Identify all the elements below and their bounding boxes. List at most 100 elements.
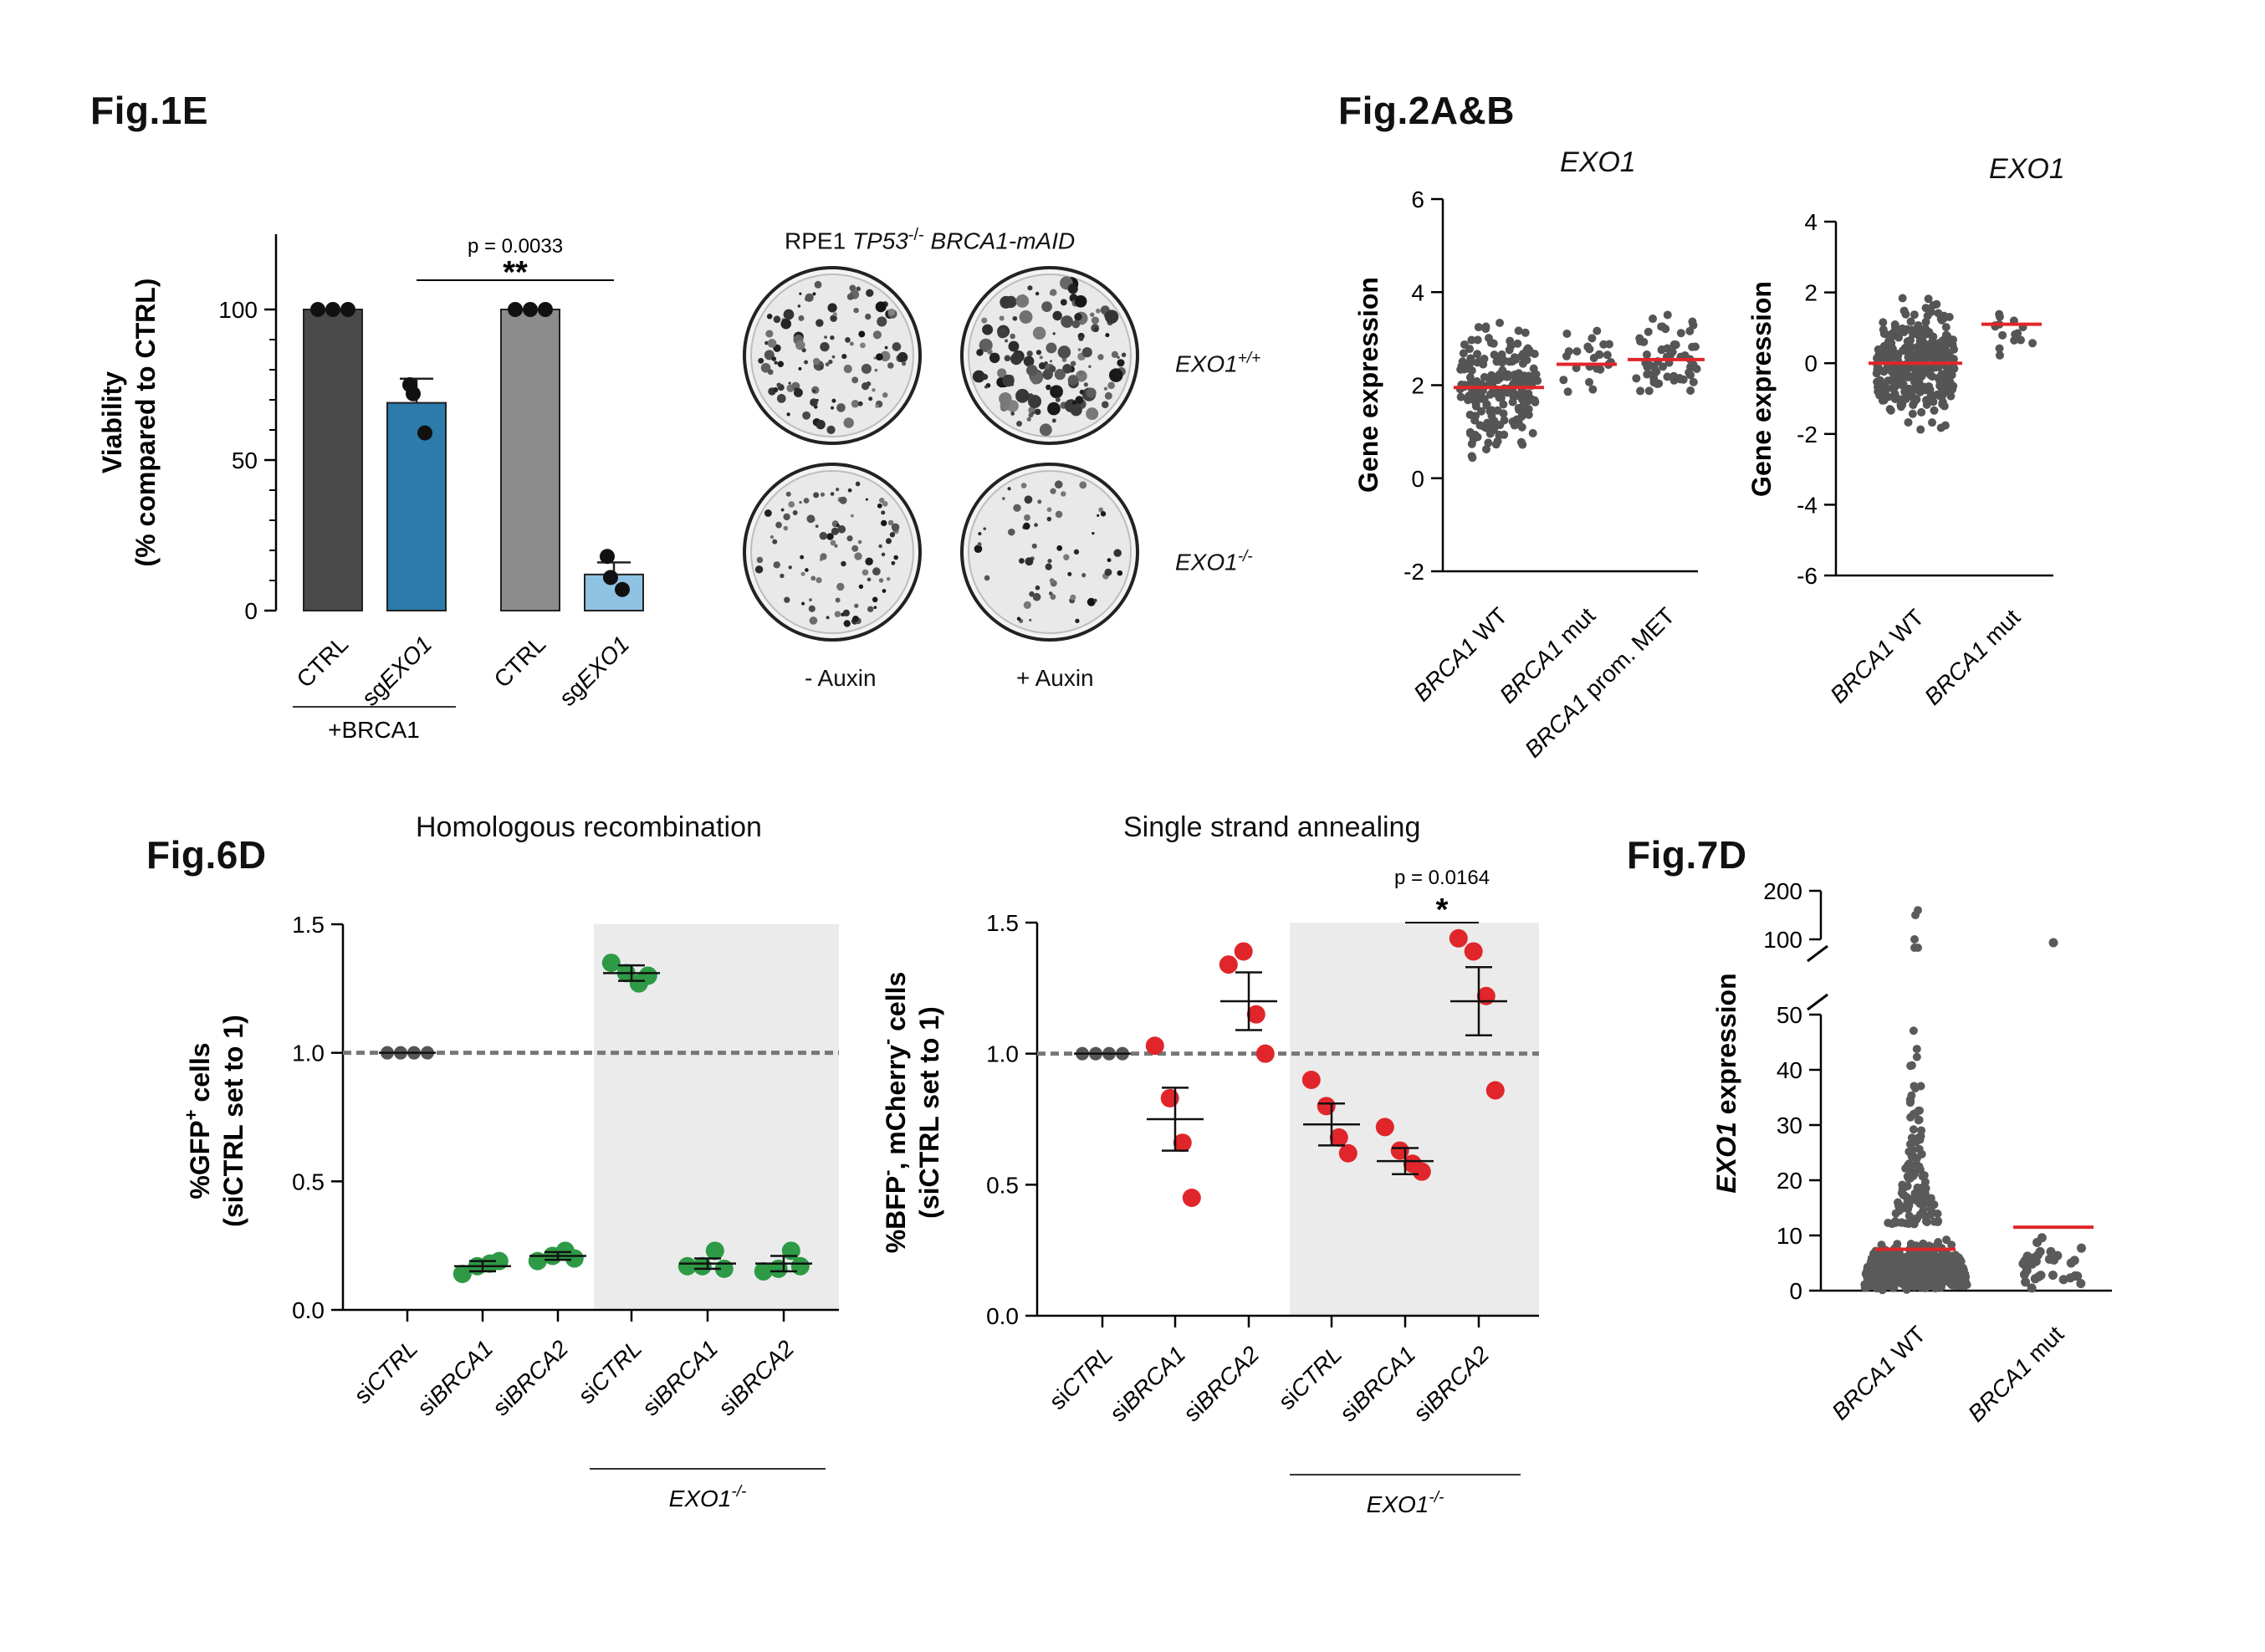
colony [754, 565, 764, 574]
fig7d-point [1909, 1110, 1918, 1119]
colony [1023, 522, 1030, 530]
colony [855, 481, 861, 487]
colony [862, 569, 869, 576]
fig7d-point [2076, 1278, 2086, 1288]
colony [828, 359, 833, 365]
colony [1081, 573, 1086, 578]
fig2a-point [1676, 329, 1685, 338]
fig2b-ytick-label: 0 [1804, 350, 1818, 376]
fig6d-hr-point [565, 1249, 584, 1268]
fig2a-point [1485, 334, 1494, 343]
fig2a-point [1644, 386, 1654, 396]
fig1e-bar [386, 401, 447, 611]
colony [1079, 389, 1085, 395]
colony [830, 406, 835, 410]
fig7d-point [1915, 1256, 1925, 1266]
fig2a-point [1657, 345, 1666, 354]
fig7d-point [1869, 1270, 1878, 1279]
fig7d-point [1915, 1210, 1925, 1219]
fig2a-point [1603, 350, 1612, 360]
fig2a-point [1499, 409, 1508, 418]
fig2b-point [2013, 329, 2022, 338]
colony [809, 598, 812, 602]
fig6d-hr-point [705, 1241, 724, 1261]
fig6d-hr-ylabel: %GFP+ cells [181, 1042, 215, 1199]
colony [851, 376, 859, 384]
fig2a-point [1671, 340, 1680, 350]
fig6d-ssa-point [1329, 1128, 1348, 1147]
fig2b-point [1914, 366, 1923, 376]
fig1e-point [538, 302, 553, 317]
fig6d-ssa-significance: * [1436, 892, 1449, 928]
fig6d-ssa-point [1412, 1162, 1431, 1181]
colony [835, 597, 841, 603]
fig2a-point [1652, 367, 1661, 376]
colony [764, 350, 775, 361]
fig2a-point [1514, 326, 1523, 335]
colony [1023, 601, 1031, 609]
fig7d-point [1890, 1276, 1899, 1285]
fig7d-point [1933, 1263, 1942, 1272]
fig2a-point [1498, 371, 1507, 380]
colony [1049, 578, 1055, 583]
fig2a-point [1497, 358, 1506, 367]
colony [1016, 616, 1021, 621]
colony [793, 387, 803, 397]
colony [1103, 386, 1107, 391]
colony [836, 582, 845, 591]
fig2b-point [1935, 391, 1945, 401]
fig2a-point [1688, 342, 1697, 351]
fig2a-point [1470, 416, 1480, 425]
fig1e-ylabel2: (% compared to CTRL) [130, 279, 161, 567]
fig7d-point [1880, 1262, 1889, 1271]
colony [846, 293, 854, 300]
fig7d-point [1860, 1283, 1869, 1292]
fig2a-point [1528, 428, 1537, 437]
colony [1012, 315, 1018, 321]
colony [974, 545, 983, 553]
colony [812, 389, 816, 393]
colony [1016, 421, 1023, 427]
fig2a-point [1482, 401, 1491, 410]
fig6d-hr-point [693, 1256, 712, 1276]
exo1-ko-label: EXO1-/- [1175, 548, 1253, 575]
fig7d-outlier [1910, 944, 1919, 952]
colony [982, 324, 994, 335]
colony [1111, 350, 1118, 358]
fig2a-point [1513, 339, 1522, 348]
fig2b-point [1874, 378, 1883, 387]
fig7d-lower-ytick-label: 40 [1777, 1057, 1802, 1083]
colony [881, 552, 886, 557]
colony [887, 308, 896, 316]
colony [1026, 350, 1033, 357]
fig6d-ssa-shade [1290, 923, 1539, 1316]
plate-minus-ko-rim [750, 470, 914, 634]
fig2b-point [1899, 306, 1909, 315]
colony [1075, 618, 1080, 624]
fig2a-point [1533, 376, 1542, 386]
colony [872, 596, 878, 603]
colony [798, 366, 802, 371]
colony [819, 531, 828, 540]
fig7d-point [1908, 1275, 1917, 1284]
colony [830, 540, 836, 546]
fig2a-point [1499, 400, 1508, 409]
colony [831, 398, 836, 403]
colony [820, 492, 826, 497]
colony [1083, 382, 1088, 387]
fig6d-ssa-category: siBRCA2 [1179, 1341, 1265, 1427]
fig7d-point [1925, 1194, 1935, 1203]
fig2b-point [1886, 354, 1895, 363]
colony [1051, 418, 1056, 423]
fig2b-point [1928, 418, 1937, 427]
colony [1104, 309, 1119, 324]
colony [786, 412, 790, 417]
fig6d-hr-ytick-label: 0.5 [292, 1169, 325, 1194]
fig2b-point [1884, 376, 1893, 386]
colony [832, 312, 837, 317]
fig6d-ssa-group-label: EXO1-/- [1367, 1489, 1444, 1517]
fig2a-point [1464, 396, 1473, 405]
fig7d-point [2019, 1259, 2029, 1269]
colony [769, 534, 775, 540]
